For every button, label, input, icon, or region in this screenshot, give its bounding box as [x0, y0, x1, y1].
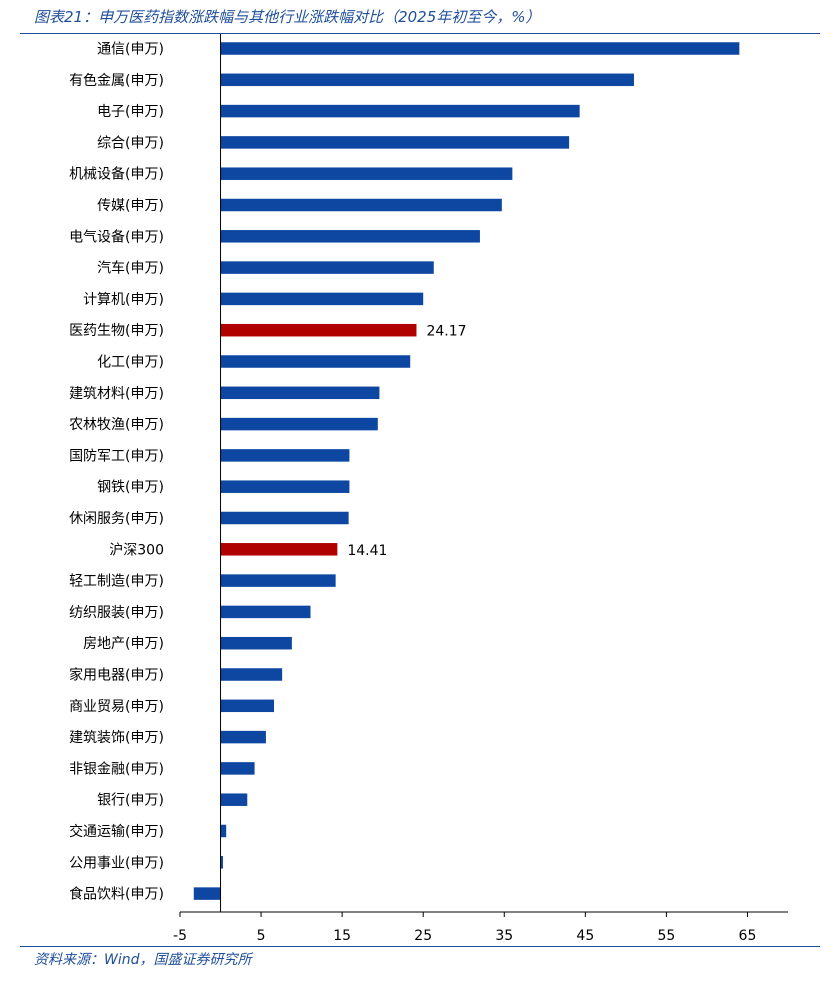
data-labels-group: 24.17 14.41 [347, 324, 466, 559]
bar [220, 480, 350, 493]
bar [220, 856, 223, 869]
bar [220, 323, 417, 337]
bar [220, 574, 336, 587]
figure-source: 资料来源：Wind，国盛证券研究所 [34, 952, 252, 968]
x-tick-label: 25 [414, 928, 432, 944]
bar [193, 887, 221, 900]
data-label: 24.17 [426, 324, 466, 340]
bar [220, 636, 292, 650]
category-label: 机械设备(申万) [69, 166, 164, 183]
bar [220, 355, 411, 368]
bar [220, 104, 580, 118]
bar [220, 449, 350, 462]
category-label: 计算机(申万) [83, 292, 164, 308]
category-label: 家用电器(申万) [69, 667, 164, 684]
category-label: 汽车(申万) [97, 260, 164, 277]
figure-title: 图表21：申万医药指数涨跌幅与其他行业涨跌幅对比（2025年初至今，%） [34, 8, 541, 26]
x-tick-label: 55 [657, 928, 675, 944]
bar [220, 230, 480, 243]
bar [220, 730, 266, 744]
data-label: 14.41 [347, 543, 387, 559]
bar [220, 511, 349, 525]
bar [220, 762, 255, 775]
category-label: 交通运输(申万) [69, 823, 164, 840]
bars-group [193, 42, 740, 900]
category-label: 商业贸易(申万) [69, 699, 164, 715]
bar [220, 198, 502, 212]
bar [220, 824, 227, 838]
bar [220, 73, 634, 87]
bar [220, 699, 275, 713]
category-label: 纺织服装(申万) [69, 605, 164, 621]
bar [220, 793, 248, 806]
category-label: 非银金融(申万) [69, 761, 164, 777]
category-label: 化工(申万) [97, 355, 164, 371]
x-tick-label: 15 [333, 928, 351, 944]
category-label: 轻工制造(申万) [69, 574, 164, 590]
bar [220, 605, 311, 619]
category-label: 银行(申万) [97, 793, 164, 809]
category-label: 房地产(申万) [83, 636, 164, 652]
bar [220, 167, 513, 180]
x-tick-label: 65 [739, 928, 757, 944]
category-label: 通信(申万) [97, 42, 164, 58]
category-label: 传媒(申万) [97, 198, 164, 214]
bar [220, 668, 283, 681]
category-label: 国防军工(申万) [69, 448, 164, 464]
category-label: 综合(申万) [97, 135, 164, 151]
source-rule [20, 946, 820, 947]
category-label: 农林牧渔(申万) [69, 417, 164, 433]
x-tick-label: 35 [495, 928, 513, 944]
category-label: 电子(申万) [97, 104, 164, 120]
bar [220, 261, 434, 274]
x-tick-label: -5 [173, 928, 187, 944]
category-label: 休闲服务(申万) [69, 511, 164, 527]
bar [220, 417, 378, 431]
category-label: 建筑材料(申万) [69, 386, 164, 402]
category-label: 公用事业(申万) [69, 855, 164, 871]
category-label: 电气设备(申万) [69, 228, 164, 245]
bar [220, 136, 570, 149]
x-tick-label: 45 [576, 928, 594, 944]
x-tick-label: 5 [257, 928, 266, 944]
category-label: 有色金属(申万) [69, 72, 164, 89]
bar [220, 292, 424, 306]
axes-group: -5 5 15 25 35 45 55 65 [173, 34, 788, 944]
category-labels-group: 通信(申万) 有色金属(申万) 电子(申万) 综合(申万) 机械设备(申万) 传媒(申万)… [69, 42, 164, 903]
category-label: 医药生物(申万) [69, 323, 164, 339]
category-label: 钢铁(申万) [97, 480, 164, 496]
bar [220, 543, 338, 556]
category-label: 沪深300 [109, 542, 164, 558]
bar [220, 42, 740, 55]
title-rule [20, 33, 820, 34]
bar [220, 386, 380, 400]
category-label: 建筑装饰(申万) [69, 730, 164, 746]
category-label: 食品饮料(申万) [69, 886, 164, 903]
